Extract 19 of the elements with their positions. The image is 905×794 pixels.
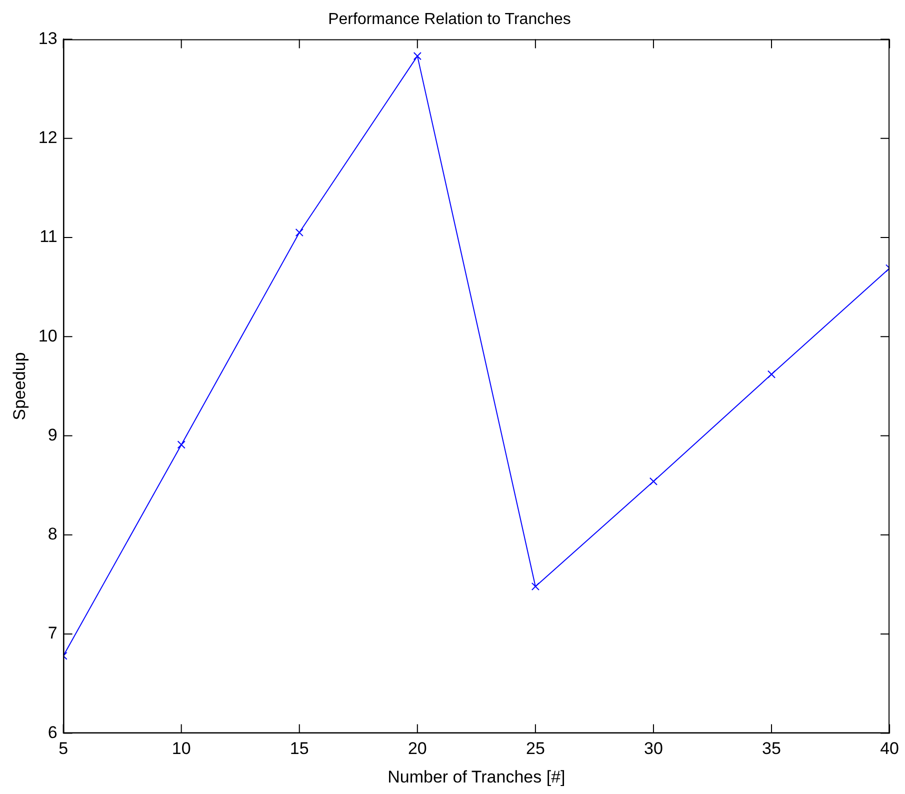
x-tick-label: 35 xyxy=(762,739,781,758)
x-tick-label: 5 xyxy=(58,739,68,758)
x-tick-label: 25 xyxy=(526,739,545,758)
y-tick-label: 11 xyxy=(40,227,58,246)
x-axis-title: Number of Tranches [#] xyxy=(388,767,566,786)
y-tick-label: 9 xyxy=(48,425,58,444)
y-axis-title: Speedup xyxy=(10,352,29,420)
x-tick-label: 40 xyxy=(880,739,900,758)
y-tick-label: 7 xyxy=(48,624,58,643)
chart-title: Performance Relation to Tranches xyxy=(328,11,571,28)
y-tick-label: 6 xyxy=(48,722,58,742)
x-tick-label: 15 xyxy=(290,739,309,758)
y-tick-label: 13 xyxy=(38,28,58,48)
y-tick-label: 8 xyxy=(48,524,58,544)
y-tick-label: 10 xyxy=(38,326,58,346)
x-tick-label: 30 xyxy=(644,739,663,758)
x-tick-label: 10 xyxy=(172,739,191,758)
y-tick-label: 12 xyxy=(38,128,58,148)
x-tick-label: 20 xyxy=(408,739,427,758)
